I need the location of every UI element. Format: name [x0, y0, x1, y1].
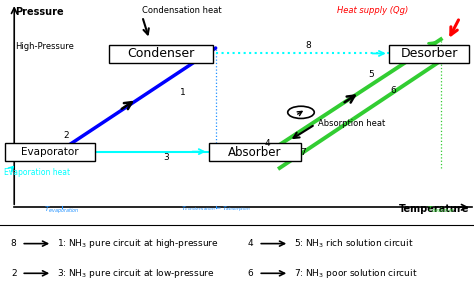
Text: Absorption heat: Absorption heat — [318, 119, 385, 128]
Text: 6: 6 — [390, 86, 396, 95]
Text: 4: 4 — [248, 239, 254, 248]
Text: $T_{evaporation}$: $T_{evaporation}$ — [44, 205, 79, 216]
Text: 7: NH$_3$ poor solution circuit: 7: NH$_3$ poor solution circuit — [294, 267, 417, 280]
Text: 2: 2 — [11, 269, 17, 278]
Text: $T_{desorber}$: $T_{desorber}$ — [427, 205, 455, 215]
Text: Condensation heat: Condensation heat — [142, 6, 222, 15]
Bar — [209, 143, 301, 161]
Bar — [5, 143, 95, 161]
Text: 3: 3 — [163, 153, 169, 162]
Text: 6: 6 — [248, 269, 254, 278]
Bar — [109, 45, 213, 63]
Text: 1: 1 — [180, 88, 186, 97]
Text: Evaporator: Evaporator — [21, 147, 79, 157]
Text: High-Pressure: High-Pressure — [15, 42, 74, 52]
Text: Evaporation heat: Evaporation heat — [4, 168, 70, 177]
Text: Low-Pressure: Low-Pressure — [15, 143, 71, 152]
Text: 3: NH$_3$ pure circuit at low-pressure: 3: NH$_3$ pure circuit at low-pressure — [57, 267, 214, 280]
Text: Pressure: Pressure — [15, 7, 64, 17]
Text: 4: 4 — [264, 139, 270, 148]
Text: Desorber: Desorber — [400, 48, 458, 61]
Text: 1: NH$_3$ pure circuit at high-pressure: 1: NH$_3$ pure circuit at high-pressure — [57, 237, 219, 250]
Text: 2: 2 — [63, 131, 69, 140]
Text: 8: 8 — [305, 41, 311, 50]
Text: Absorber: Absorber — [228, 146, 282, 159]
Text: 8: 8 — [11, 239, 17, 248]
Text: 5: 5 — [369, 70, 374, 79]
Text: Temperature: Temperature — [399, 204, 469, 214]
Text: $T_{condensation}=T_{absorption}$: $T_{condensation}=T_{absorption}$ — [181, 205, 251, 215]
Text: 5: NH$_3$ rich solution circuit: 5: NH$_3$ rich solution circuit — [294, 237, 413, 250]
Text: Heat supply (Qg): Heat supply (Qg) — [337, 6, 408, 15]
Circle shape — [288, 106, 314, 118]
Text: Condenser: Condenser — [128, 48, 195, 61]
Text: 7: 7 — [300, 148, 306, 157]
Bar — [389, 45, 469, 63]
